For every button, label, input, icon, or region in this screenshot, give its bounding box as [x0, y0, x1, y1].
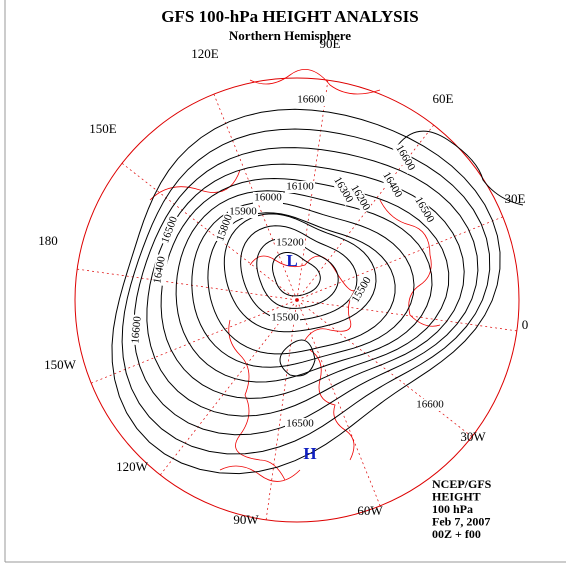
label-background: [214, 211, 236, 245]
contour-label: 15500: [271, 312, 299, 324]
contour: [207, 212, 396, 355]
coastline: [149, 169, 241, 201]
contour: [146, 163, 465, 417]
contour: [397, 130, 524, 206]
longitude-label: 90W: [233, 512, 259, 527]
coastline: [219, 465, 301, 482]
longitude-label: 120W: [116, 459, 149, 474]
title: GFS 100-hPa HEIGHT ANALYSIS: [161, 7, 418, 26]
height-contours: [111, 108, 524, 475]
meridian: [121, 163, 298, 301]
longitude-label: 60W: [357, 503, 383, 518]
contour: [111, 108, 501, 475]
contour: [256, 238, 339, 309]
info-text: 100 hPa: [432, 502, 473, 516]
meridian: [296, 299, 517, 332]
coastline: [249, 255, 356, 341]
coastlines: [149, 68, 441, 482]
label-background: [129, 314, 145, 346]
longitude-label: 30W: [460, 429, 486, 444]
contour-label: 15900: [229, 206, 257, 218]
contour: [223, 213, 377, 333]
label-background: [285, 181, 315, 193]
info-text: Feb 7, 2007: [432, 515, 490, 529]
contour: [240, 225, 358, 321]
contour: [133, 147, 479, 436]
contour-label: 16400: [151, 255, 168, 285]
meridian: [296, 299, 381, 506]
label-background: [296, 94, 326, 106]
coastline: [309, 349, 355, 461]
longitude-label: 90E: [320, 36, 341, 51]
label-background: [392, 142, 418, 174]
longitude-label: 60E: [433, 91, 454, 106]
contour-label: 16000: [254, 192, 282, 204]
meridian: [296, 124, 434, 301]
longitude-label: 150W: [44, 357, 77, 372]
info-text: HEIGHT: [432, 490, 481, 504]
contour-label: 16600: [129, 315, 143, 344]
meridian: [296, 216, 503, 301]
hemisphere-boundary: [74, 77, 520, 523]
contour: [271, 252, 321, 297]
longitude-label: 180: [38, 233, 58, 248]
coastline: [379, 199, 441, 327]
pressure-center: L: [286, 251, 297, 270]
coastline: [228, 319, 286, 481]
longitude-label: 120E: [191, 46, 219, 61]
longitude-label: 30E: [505, 191, 526, 206]
info-text: 00Z + f00: [432, 527, 481, 541]
label-background: [151, 254, 169, 286]
meridian: [160, 299, 298, 476]
contour-label: 16100: [286, 181, 314, 193]
label-background: [228, 206, 258, 218]
label-background: [270, 312, 300, 324]
contour-label: 16600: [297, 94, 325, 106]
contour-label: 16500: [286, 418, 314, 430]
meridian: [296, 299, 473, 437]
label-background: [330, 174, 356, 206]
longitude-label: 0: [522, 317, 529, 332]
meridian: [77, 268, 298, 301]
pressure-center: H: [303, 444, 316, 463]
label-background: [347, 182, 373, 214]
contour-label: 15200: [276, 237, 304, 249]
info-text: NCEP/GFS: [432, 477, 492, 491]
subtitle: Northern Hemisphere: [229, 28, 351, 43]
label-background: [415, 399, 445, 411]
longitude-label: 150E: [89, 121, 117, 136]
meridian: [91, 299, 298, 384]
label-background: [379, 169, 405, 201]
contour: [191, 201, 415, 368]
contour: [279, 339, 316, 377]
label-background: [159, 213, 181, 247]
contour: [121, 128, 491, 455]
label-background: [253, 192, 283, 204]
label-background: [349, 274, 375, 306]
coastline: [249, 68, 381, 95]
label-background: [285, 418, 315, 430]
contour-label: 16600: [416, 399, 444, 411]
label-background: [411, 194, 437, 226]
label-background: [275, 237, 305, 249]
